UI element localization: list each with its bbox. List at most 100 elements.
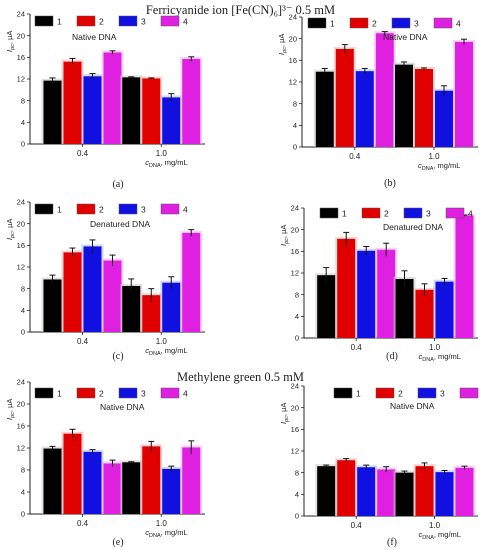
bar-series-4-cat-1.0	[182, 232, 201, 332]
bar-series-3-cat-0.4	[83, 246, 102, 332]
y-tick-label: 8	[21, 284, 25, 293]
y-tick-label: 4	[21, 488, 25, 497]
section-title-methylene-green: Methylene green 0.5 mM	[176, 370, 305, 384]
panel-annotation: Native DNA	[390, 401, 435, 411]
bar-series-1-cat-1.0	[122, 462, 141, 514]
x-category-label: 0.4	[351, 521, 363, 530]
panel-label: (c)	[112, 351, 123, 362]
panel-label: (e)	[112, 537, 123, 548]
legend-swatch-4	[433, 17, 453, 29]
legend-swatch-3	[391, 17, 411, 29]
x-category-label: 0.4	[77, 519, 89, 528]
legend-swatch-1	[307, 17, 327, 29]
bar-series-1-cat-0.4	[43, 448, 62, 514]
y-axis-label: Ipc, μA	[279, 225, 290, 246]
bar-series-4-cat-0.4	[103, 52, 122, 145]
x-category-label: 0.4	[77, 149, 89, 158]
bar-series-1-cat-0.4	[317, 466, 336, 516]
legend-label-3: 3	[141, 205, 146, 215]
legend-swatch-4	[160, 387, 180, 399]
y-tick-label: 8	[293, 99, 297, 108]
panel-label: (f)	[387, 537, 397, 548]
bar-series-2-cat-1.0	[142, 78, 161, 144]
legend-label-2: 2	[99, 17, 104, 27]
legend-label-2: 2	[99, 389, 104, 399]
bar-series-3-cat-0.4	[357, 467, 376, 516]
legend-label-2: 2	[372, 19, 377, 29]
y-tick-label: 16	[289, 56, 297, 65]
x-axis-label: cDNA, mg/mL	[418, 161, 460, 172]
legend-label-3: 3	[426, 209, 431, 219]
y-tick-label: 12	[17, 263, 25, 272]
panel-annotation: Native DNA	[383, 32, 428, 42]
y-tick-label: 24	[17, 198, 25, 207]
x-axis-label: cDNA, mg/mL	[419, 352, 461, 363]
y-tick-label: 16	[17, 241, 25, 250]
legend-label-4: 4	[183, 205, 188, 215]
legend-label-1: 1	[356, 389, 361, 399]
y-tick-label: 4	[295, 490, 299, 499]
panel-annotation: Native DNA	[100, 402, 145, 412]
panel-label: (d)	[386, 351, 398, 362]
y-tick-label: 0	[21, 140, 25, 149]
x-category-label: 1.0	[428, 152, 440, 161]
legend-swatch-1	[333, 387, 353, 399]
bar-series-3-cat-0.4	[83, 451, 102, 514]
bar-series-1-cat-0.4	[43, 279, 62, 332]
y-tick-label: 8	[295, 468, 299, 477]
y-tick-label: 12	[291, 447, 299, 456]
bar-series-4-cat-0.4	[103, 260, 122, 332]
bar-series-1-cat-1.0	[395, 64, 413, 147]
y-tick-label: 20	[17, 400, 25, 409]
y-tick-label: 8	[21, 96, 25, 105]
bar-series-4-cat-1.0	[182, 447, 201, 514]
legend-swatch-2	[375, 387, 395, 399]
legend-swatch-2	[76, 387, 96, 399]
legend-swatch-4	[160, 15, 180, 27]
x-axis-label: cDNA, mg/mL	[419, 530, 461, 541]
y-axis-label: Ipc, μA	[279, 403, 290, 424]
legend-label-1: 1	[57, 389, 62, 399]
bar-series-2-cat-0.4	[63, 61, 82, 144]
y-axis-label: Ipc, μA	[5, 219, 16, 240]
y-tick-label: 12	[17, 444, 25, 453]
bar-series-1-cat-1.0	[122, 77, 141, 144]
legend-swatch-3	[118, 15, 138, 27]
legend-label-3: 3	[414, 19, 419, 29]
y-tick-label: 4	[293, 121, 297, 130]
bar-series-2-cat-1.0	[142, 295, 161, 332]
y-tick-label: 12	[289, 78, 297, 87]
bar-series-3-cat-1.0	[162, 282, 181, 332]
y-tick-label: 12	[291, 269, 299, 278]
bar-series-4-cat-1.0	[182, 58, 201, 145]
legend-swatch-2	[76, 203, 96, 215]
y-tick-label: 20	[17, 31, 25, 40]
y-tick-label: 0	[293, 143, 297, 152]
legend-swatch-4	[160, 203, 180, 215]
y-tick-label: 24	[17, 10, 25, 19]
bar-series-2-cat-1.0	[415, 466, 434, 516]
legend-swatch-1	[34, 203, 54, 215]
x-category-label: 1.0	[429, 521, 441, 530]
panel-annotation: Denatured DNA	[383, 222, 443, 232]
y-tick-label: 16	[291, 425, 299, 434]
bar-series-1-cat-0.4	[317, 275, 336, 338]
legend-label-4: 4	[468, 209, 473, 219]
bar-series-1-cat-1.0	[395, 472, 414, 516]
y-axis-label: Ipc, μA	[277, 34, 288, 55]
y-tick-label: 24	[17, 378, 25, 387]
legend-label-2: 2	[384, 209, 389, 219]
y-tick-label: 4	[21, 306, 25, 315]
bar-series-4-cat-0.4	[375, 33, 394, 147]
legend-label-1: 1	[330, 19, 335, 29]
bar-series-3-cat-1.0	[435, 281, 454, 338]
bar-series-2-cat-1.0	[142, 446, 161, 514]
legend-label-3: 3	[440, 389, 445, 399]
x-category-label: 1.0	[429, 343, 441, 352]
bar-series-1-cat-0.4	[315, 71, 334, 147]
